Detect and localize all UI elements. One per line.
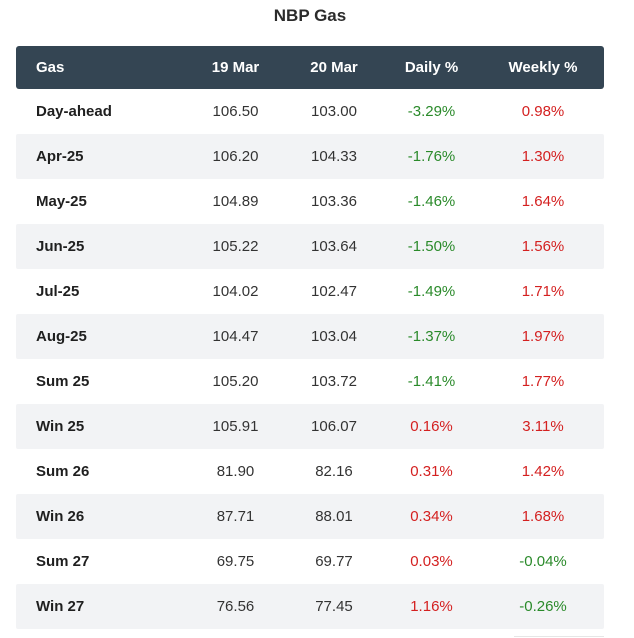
cell-20-mar: 103.72 <box>311 373 357 390</box>
table-row: May-25 104.89 103.36 -1.46% 1.64% <box>16 179 604 224</box>
cell-contract: May-25 <box>36 193 87 210</box>
table-header: Gas 19 Mar 20 Mar Daily % Weekly % <box>16 46 604 89</box>
column-header-daily-pct: Daily % <box>404 59 459 76</box>
cell-daily-pct: -3.29% <box>407 103 456 120</box>
cell-19-mar: 106.50 <box>212 103 259 120</box>
table-row: Win 26 87.71 88.01 0.34% 1.68% <box>16 494 604 539</box>
cell-20-mar: 103.04 <box>311 328 357 345</box>
cell-contract: Sum 26 <box>36 463 90 480</box>
table-title: NBP Gas <box>273 6 347 25</box>
cell-20-mar: 103.36 <box>311 193 357 210</box>
cell-19-mar: 106.20 <box>212 148 259 165</box>
cell-daily-pct: -1.50% <box>407 238 456 255</box>
cell-20-mar: 69.77 <box>315 553 353 570</box>
column-header-20-mar: 20 Mar <box>310 59 358 76</box>
cell-19-mar: 104.89 <box>212 193 259 210</box>
cell-19-mar: 81.90 <box>216 463 255 480</box>
cell-20-mar: 103.64 <box>311 238 357 255</box>
cell-contract: Jun-25 <box>36 238 85 255</box>
cell-weekly-pct: 1.68% <box>521 508 565 525</box>
table-row: Win 25 105.91 106.07 0.16% 3.11% <box>16 404 604 449</box>
cell-19-mar: 104.47 <box>212 328 259 345</box>
cell-contract: Sum 25 <box>36 373 90 390</box>
cell-contract: Win 25 <box>36 418 85 435</box>
table-row: Sum 25 105.20 103.72 -1.41% 1.77% <box>16 359 604 404</box>
cell-weekly-pct: 1.64% <box>521 193 565 210</box>
cell-weekly-pct: 1.42% <box>521 463 565 480</box>
cell-19-mar: 104.02 <box>212 283 259 300</box>
cell-daily-pct: 1.16% <box>410 598 453 615</box>
cell-contract: Jul-25 <box>36 283 80 300</box>
cell-daily-pct: 0.31% <box>410 463 453 480</box>
cell-daily-pct: 0.34% <box>410 508 453 525</box>
cell-weekly-pct: -0.04% <box>519 553 567 570</box>
cell-contract: Apr-25 <box>36 148 84 165</box>
cell-daily-pct: -1.49% <box>407 283 456 300</box>
cell-19-mar: 69.75 <box>216 553 255 570</box>
cell-contract: Win 26 <box>36 508 85 525</box>
cell-19-mar: 87.71 <box>216 508 255 525</box>
table-row: Apr-25 106.20 104.33 -1.76% 1.30% <box>16 134 604 179</box>
table-body: Day-ahead 106.50 103.00 -3.29% 0.98% Apr-25 10… <box>16 89 604 629</box>
cell-contract: Win 27 <box>36 598 85 615</box>
table-row: Win 27 76.56 77.45 1.16% -0.26% <box>16 584 604 629</box>
price-table: Gas 19 Mar 20 Mar Daily % Weekly % Day-a… <box>16 46 604 629</box>
table-row: Sum 27 69.75 69.77 0.03% -0.04% <box>16 539 604 584</box>
cell-20-mar: 88.01 <box>315 508 353 525</box>
cell-contract: Sum 27 <box>36 553 90 570</box>
cell-20-mar: 77.45 <box>315 598 353 615</box>
cell-19-mar: 76.56 <box>216 598 255 615</box>
cell-weekly-pct: 0.98% <box>521 103 565 120</box>
cell-daily-pct: -1.37% <box>407 328 456 345</box>
column-header-19-mar: 19 Mar <box>211 59 260 76</box>
column-header-gas: Gas <box>36 59 65 76</box>
cell-20-mar: 106.07 <box>311 418 357 435</box>
cell-weekly-pct: 3.11% <box>522 418 564 435</box>
cell-weekly-pct: 1.77% <box>521 373 565 390</box>
cell-weekly-pct: 1.56% <box>521 238 565 255</box>
cell-20-mar: 82.16 <box>315 463 353 480</box>
cell-weekly-pct: 1.97% <box>521 328 565 345</box>
cell-contract: Aug-25 <box>36 328 87 345</box>
cell-20-mar: 104.33 <box>311 148 357 165</box>
cell-daily-pct: -1.76% <box>407 148 456 165</box>
cell-19-mar: 105.22 <box>212 238 259 255</box>
cell-weekly-pct: 1.30% <box>521 148 565 165</box>
cell-weekly-pct: 1.71% <box>521 283 565 300</box>
cell-daily-pct: -1.46% <box>407 193 456 210</box>
cell-daily-pct: 0.16% <box>410 418 453 435</box>
table-row: Jul-25 104.02 102.47 -1.49% 1.71% <box>16 269 604 314</box>
cell-20-mar: 102.47 <box>311 283 357 300</box>
cell-weekly-pct: -0.26% <box>519 598 567 615</box>
table-row: Jun-25 105.22 103.64 -1.50% 1.56% <box>16 224 604 269</box>
cell-contract: Day-ahead <box>36 103 112 120</box>
table-row: Sum 26 81.90 82.16 0.31% 1.42% <box>16 449 604 494</box>
column-header-weekly-pct: Weekly % <box>508 59 578 76</box>
cell-19-mar: 105.20 <box>212 373 259 390</box>
cell-daily-pct: -1.41% <box>407 373 456 390</box>
divider <box>514 636 604 637</box>
cell-daily-pct: 0.03% <box>410 553 453 570</box>
cell-19-mar: 105.91 <box>212 418 259 435</box>
table-row: Day-ahead 106.50 103.00 -3.29% 0.98% <box>16 89 604 134</box>
table-row: Aug-25 104.47 103.04 -1.37% 1.97% <box>16 314 604 359</box>
cell-20-mar: 103.00 <box>311 103 357 120</box>
